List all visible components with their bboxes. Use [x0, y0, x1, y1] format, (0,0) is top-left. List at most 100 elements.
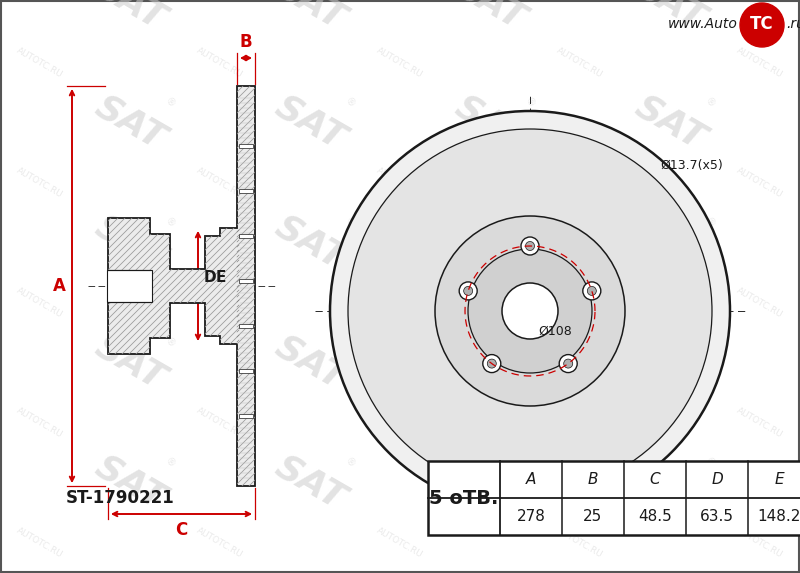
Text: Ø108: Ø108: [538, 324, 572, 337]
Text: SAT: SAT: [629, 210, 711, 277]
Text: SAT: SAT: [449, 570, 531, 573]
Bar: [239, 144, 253, 148]
Text: 5 оТВ.: 5 оТВ.: [430, 489, 498, 508]
Text: SAT: SAT: [629, 570, 711, 573]
Text: ®: ®: [163, 336, 177, 350]
Bar: [239, 234, 253, 238]
Circle shape: [468, 249, 592, 373]
Text: E: E: [774, 472, 784, 487]
Text: 25: 25: [583, 509, 602, 524]
Text: AUTOTC.RU: AUTOTC.RU: [195, 406, 245, 440]
Circle shape: [559, 355, 578, 372]
Circle shape: [330, 111, 730, 511]
Circle shape: [435, 216, 625, 406]
Circle shape: [740, 3, 784, 47]
Text: AUTOTC.RU: AUTOTC.RU: [735, 286, 785, 320]
Text: AUTOTC.RU: AUTOTC.RU: [375, 526, 425, 560]
Text: www.Auto: www.Auto: [668, 17, 738, 31]
Text: ®: ®: [163, 456, 177, 470]
Text: ®: ®: [703, 456, 717, 470]
Text: E: E: [216, 270, 226, 285]
Text: SAT: SAT: [269, 0, 351, 37]
Bar: [239, 369, 253, 373]
Bar: [239, 279, 253, 283]
Text: AUTOTC.RU: AUTOTC.RU: [195, 166, 245, 200]
Bar: [428, 461, 800, 535]
Text: AUTOTC.RU: AUTOTC.RU: [555, 46, 605, 80]
Polygon shape: [108, 86, 255, 486]
Text: TC: TC: [750, 15, 774, 33]
Text: ®: ®: [163, 216, 177, 230]
Text: AUTOTC.RU: AUTOTC.RU: [195, 526, 245, 560]
Text: B: B: [240, 33, 252, 51]
Text: AUTOTC.RU: AUTOTC.RU: [375, 286, 425, 320]
Text: SAT: SAT: [269, 570, 351, 573]
Text: ®: ®: [703, 96, 717, 110]
Bar: [107, 270, 152, 302]
Text: C: C: [650, 472, 660, 487]
Circle shape: [459, 282, 477, 300]
Text: 278: 278: [517, 509, 546, 524]
Text: AUTOTC.RU: AUTOTC.RU: [375, 166, 425, 200]
Text: AUTOTC.RU: AUTOTC.RU: [15, 166, 65, 200]
Text: AUTOTC.RU: AUTOTC.RU: [555, 286, 605, 320]
Text: B: B: [588, 472, 598, 487]
Circle shape: [564, 359, 573, 368]
Text: SAT: SAT: [449, 89, 531, 156]
Text: SAT: SAT: [449, 449, 531, 516]
Circle shape: [464, 286, 473, 296]
Bar: [239, 324, 253, 328]
Text: AUTOTC.RU: AUTOTC.RU: [555, 526, 605, 560]
Text: AUTOTC.RU: AUTOTC.RU: [735, 166, 785, 200]
Text: AUTOTC.RU: AUTOTC.RU: [735, 46, 785, 80]
Text: SAT: SAT: [449, 329, 531, 397]
Circle shape: [482, 355, 501, 372]
Text: ST-1790221: ST-1790221: [66, 489, 174, 507]
Bar: [239, 189, 253, 193]
Text: 48.5: 48.5: [638, 509, 672, 524]
Text: ®: ®: [163, 96, 177, 110]
Circle shape: [526, 241, 534, 250]
Text: ®: ®: [343, 216, 357, 230]
Text: SAT: SAT: [89, 570, 171, 573]
Text: SAT: SAT: [269, 210, 351, 277]
Text: ®: ®: [523, 216, 537, 230]
Text: AUTOTC.RU: AUTOTC.RU: [555, 406, 605, 440]
Circle shape: [487, 359, 496, 368]
Text: SAT: SAT: [89, 0, 171, 37]
Text: SAT: SAT: [89, 210, 171, 277]
Text: D: D: [711, 472, 723, 487]
Text: AUTOTC.RU: AUTOTC.RU: [15, 46, 65, 80]
Text: ®: ®: [343, 96, 357, 110]
Text: ®: ®: [343, 336, 357, 350]
Text: SAT: SAT: [89, 329, 171, 397]
Circle shape: [502, 283, 558, 339]
Text: 63.5: 63.5: [700, 509, 734, 524]
Text: SAT: SAT: [269, 329, 351, 397]
Text: AUTOTC.RU: AUTOTC.RU: [555, 166, 605, 200]
Text: AUTOTC.RU: AUTOTC.RU: [15, 286, 65, 320]
Text: A: A: [526, 472, 536, 487]
Text: SAT: SAT: [449, 210, 531, 277]
Text: D: D: [204, 270, 217, 285]
Text: SAT: SAT: [449, 0, 531, 37]
Text: AUTOTC.RU: AUTOTC.RU: [195, 286, 245, 320]
Text: ®: ®: [523, 456, 537, 470]
Text: AUTOTC.RU: AUTOTC.RU: [15, 526, 65, 560]
Text: AUTOTC.RU: AUTOTC.RU: [735, 526, 785, 560]
Text: SAT: SAT: [89, 89, 171, 156]
Text: C: C: [175, 521, 188, 539]
Circle shape: [348, 129, 712, 493]
Text: ®: ®: [343, 456, 357, 470]
Text: AUTOTC.RU: AUTOTC.RU: [375, 46, 425, 80]
Text: AUTOTC.RU: AUTOTC.RU: [735, 406, 785, 440]
Text: ®: ®: [523, 336, 537, 350]
Circle shape: [587, 286, 596, 296]
Text: SAT: SAT: [269, 449, 351, 516]
Bar: [239, 414, 253, 418]
Circle shape: [521, 237, 539, 255]
Text: A: A: [53, 277, 66, 295]
Text: SAT: SAT: [629, 329, 711, 397]
Text: ®: ®: [703, 216, 717, 230]
Text: SAT: SAT: [629, 89, 711, 156]
